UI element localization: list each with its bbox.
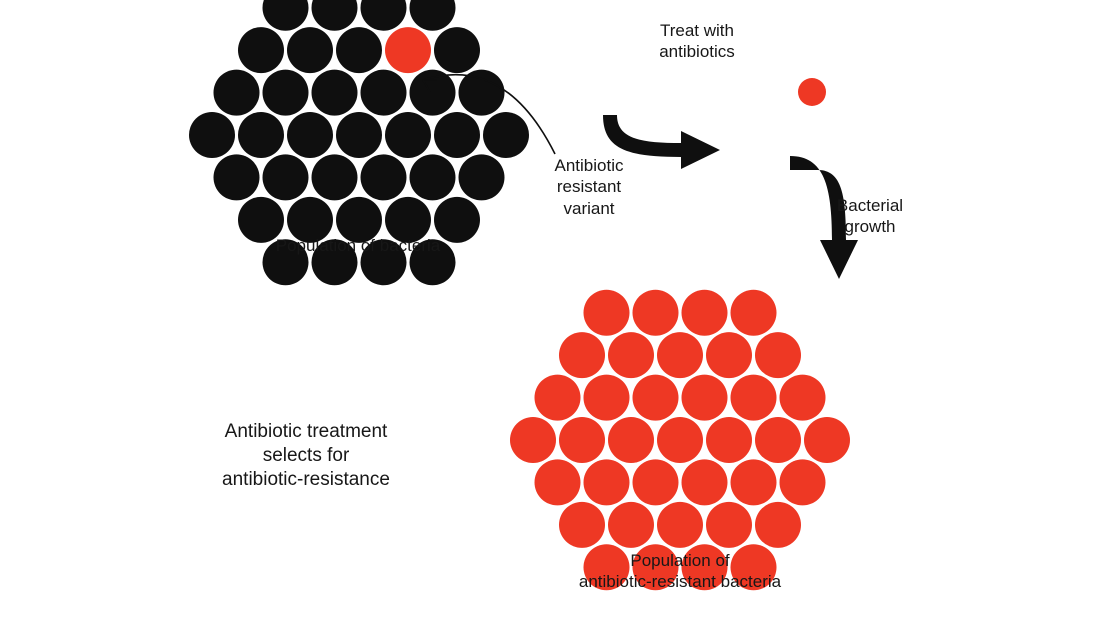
bacterium-circle [238,112,284,158]
bacterium-circle [483,112,529,158]
bacterium-circle [682,290,728,336]
bacterium-circle [336,27,382,73]
bacterium-circle [682,375,728,421]
bacterium-circle [312,70,358,116]
bacterium-circle [559,417,605,463]
bacterium-circle [780,375,826,421]
bacterium-circle [559,502,605,548]
bacterium-circle [657,502,703,548]
label-treat: Treat withantibiotics [547,20,847,63]
survivor-bacterium [798,78,826,106]
bacterium-circle [584,459,630,505]
label-initial-population: Population of bacteria [208,235,508,256]
bacterium-circle [657,332,703,378]
bacterium-circle [189,112,235,158]
bacterium-circle [706,332,752,378]
bacterium-circle [263,0,309,31]
bacterium-circle [559,332,605,378]
bacterium-circle [410,70,456,116]
label-conclusion: Antibiotic treatmentselects forantibioti… [156,420,456,491]
bacterium-circle [238,27,284,73]
bacterium-circle [780,459,826,505]
bacterium-circle [584,375,630,421]
bacterium-circle [633,459,679,505]
bacterium-circle [336,112,382,158]
bacterium-circle [608,417,654,463]
bacterium-circle [682,459,728,505]
bacterium-circle [312,0,358,31]
bacterium-circle [361,70,407,116]
bacterium-circle [535,459,581,505]
bacterium-circle [633,290,679,336]
bacterium-circle [361,0,407,31]
diagram-svg [0,0,1100,619]
bacterium-circle [608,332,654,378]
bacterium-circle [755,332,801,378]
bacterium-circle [755,502,801,548]
bacterium-circle [385,27,431,73]
bacterium-circle [731,290,777,336]
bacterium-circle [755,417,801,463]
bacterium-circle [535,375,581,421]
bacterium-circle [410,0,456,31]
bacterium-circle [434,27,480,73]
bacterium-circle [804,417,850,463]
bacterium-circle [731,459,777,505]
bacterium-circle [608,502,654,548]
bacterium-circle [214,70,260,116]
bacterium-circle [584,290,630,336]
bacterium-circle [263,154,309,200]
bacterium-circle [385,112,431,158]
bacterium-circle [434,112,480,158]
bacterium-circle [214,154,260,200]
bacterium-circle [263,70,309,116]
bacterium-circle [706,417,752,463]
bacterium-circle [459,70,505,116]
label-growth: Bacterialgrowth [720,195,1020,238]
bacterium-circle [361,154,407,200]
bacterium-circle [287,112,333,158]
bacterium-circle [731,375,777,421]
label-variant: Antibioticresistantvariant [439,155,739,219]
bacterium-circle [312,154,358,200]
bacterium-circle [706,502,752,548]
bacterium-circle [633,375,679,421]
bacterium-circle [657,417,703,463]
label-final-population: Population ofantibiotic-resistant bacter… [530,550,830,593]
bacterium-circle [510,417,556,463]
diagram-stage: Population of bacteria Population ofanti… [0,0,1100,619]
bacterium-circle [287,27,333,73]
